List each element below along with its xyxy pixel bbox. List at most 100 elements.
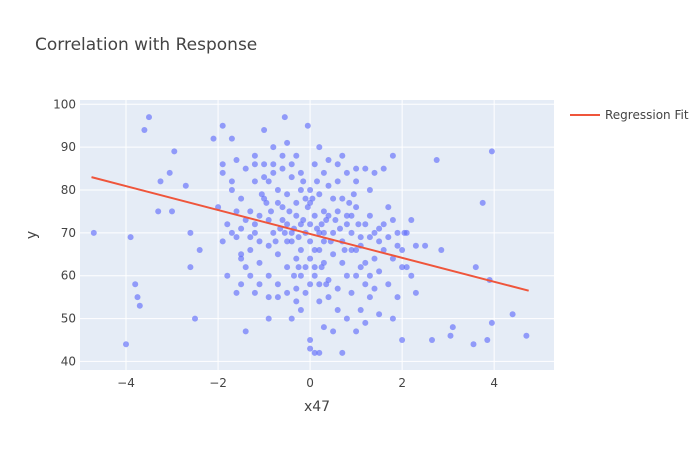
scatter-point [293,255,300,262]
scatter-point [238,225,245,232]
scatter-point [134,294,141,301]
scatter-point [399,264,406,271]
scatter-point [247,234,254,241]
scatter-point [311,264,318,271]
scatter-point [353,178,360,185]
legend[interactable]: Regression Fit [570,108,689,122]
y-tick-label: 60 [61,269,76,283]
scatter-point [272,238,279,245]
regression-fit [91,176,529,292]
scatter-point [288,238,295,245]
scatter-point [348,212,355,219]
scatter-point [449,324,456,331]
scatter-point [311,161,318,168]
scatter-point [238,251,245,258]
scatter-point [219,238,226,245]
scatter-point [366,272,373,279]
scatter-point [343,212,350,219]
scatter-point [171,148,178,155]
scatter-point [242,165,249,172]
scatter-point [412,242,419,249]
scatter-point [302,264,309,271]
scatter-point [228,187,235,193]
scatter-point [408,272,415,279]
scatter-point [346,199,353,206]
scatter-point [265,294,272,301]
scatter-point [325,182,332,189]
scatter-point [247,272,254,279]
scatter-point [376,225,383,232]
scatter-point [339,195,346,202]
scatter-point [403,229,410,236]
scatter-point [488,319,495,326]
scatter-point [334,285,341,292]
scatter-point [389,152,396,159]
scatter-point [330,195,337,202]
scatter-point [316,281,323,288]
scatter-point [233,234,240,241]
scatter-point [403,264,410,271]
scatter-point [343,169,350,176]
scatter-point [348,247,355,253]
scatter-point [233,289,240,296]
scatter-point [339,349,346,356]
scatter-point [141,127,148,133]
scatter-point [279,165,286,172]
scatter-point [256,212,263,219]
scatter-point [380,247,387,253]
scatter-point [438,247,445,253]
scatter-point [238,281,245,288]
scatter-point [300,178,307,185]
x-tick-labels: −4 −2 0 2 4 [117,376,498,390]
scatter-point [169,208,175,215]
x-tick-label: 2 [398,376,406,390]
scatter-point [353,247,360,253]
scatter-point [320,208,327,215]
y-tick-label: 100 [53,97,76,111]
scatter-point [279,204,286,211]
y-tick-label: 70 [61,226,76,240]
scatter-point [251,229,258,236]
scatter-point [371,169,378,176]
scatter-point [274,199,281,206]
scatter-point [268,208,274,215]
scatter-point [297,247,304,253]
scatter-point [297,187,304,193]
scatter-point [341,247,348,253]
scatter-point [353,165,360,172]
scatter-point [316,144,323,151]
scatter-point [210,135,217,142]
legend-label-regression-fit: Regression Fit [605,108,689,122]
scatter-point [90,229,97,236]
scatter-point [258,191,265,198]
scatter-point [447,332,454,339]
scatter-point [157,178,164,185]
scatter-point [242,328,249,335]
scatter-point [251,289,258,296]
scatter-point [247,208,254,215]
scatter-point [348,289,355,296]
scatter-point [376,311,383,318]
scatter-point [422,242,429,249]
scatter-point [389,217,396,223]
scatter-point [332,217,339,223]
scatter-point [353,272,360,279]
x-tick-label: −4 [117,376,135,390]
scatter-point [166,169,173,176]
scatter-point [389,255,396,262]
scatter-point [330,251,337,258]
scatter-point [274,294,281,301]
scatter-point [297,272,304,279]
scatter-point [274,251,281,258]
scatter-point [256,259,263,266]
scatter-point [307,345,314,352]
scatter-point [233,157,240,163]
scatter-point [270,229,277,236]
scatter-point [224,221,231,228]
scatter-point [330,229,337,236]
scatter-point [307,238,314,245]
y-tick-label: 50 [61,312,76,326]
scatter-point [334,208,341,215]
scatter-point [293,152,300,159]
scatter-point [316,298,323,305]
